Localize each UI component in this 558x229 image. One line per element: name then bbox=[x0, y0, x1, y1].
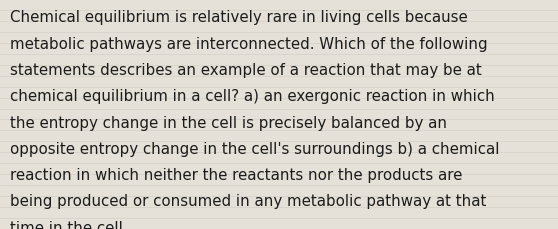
Text: metabolic pathways are interconnected. Which of the following: metabolic pathways are interconnected. W… bbox=[10, 36, 488, 52]
Text: the entropy change in the cell is precisely balanced by an: the entropy change in the cell is precis… bbox=[10, 115, 447, 130]
Text: statements describes an example of a reaction that may be at: statements describes an example of a rea… bbox=[10, 63, 482, 78]
Text: being produced or consumed in any metabolic pathway at that: being produced or consumed in any metabo… bbox=[10, 194, 487, 209]
Text: Chemical equilibrium is relatively rare in living cells because: Chemical equilibrium is relatively rare … bbox=[10, 10, 468, 25]
Text: chemical equilibrium in a cell? a) an exergonic reaction in which: chemical equilibrium in a cell? a) an ex… bbox=[10, 89, 495, 104]
Text: opposite entropy change in the cell's surroundings b) a chemical: opposite entropy change in the cell's su… bbox=[10, 141, 499, 156]
Text: reaction in which neither the reactants nor the products are: reaction in which neither the reactants … bbox=[10, 167, 463, 182]
Text: time in the cell.: time in the cell. bbox=[10, 220, 128, 229]
